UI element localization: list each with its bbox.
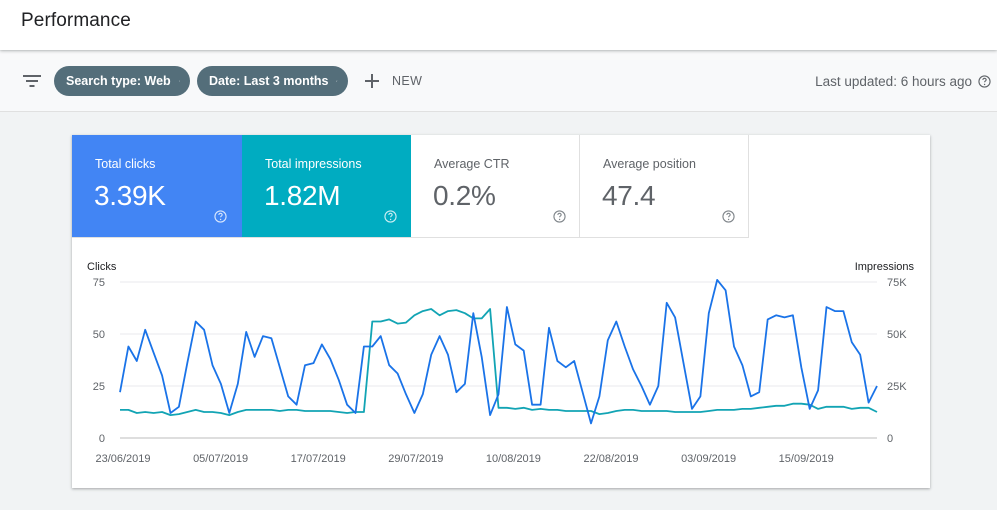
pencil-icon [336,80,338,82]
average-position-value: 47.4 [602,180,656,211]
date-tick-label: 23/06/2019 [95,453,150,465]
pencil-icon [178,80,180,82]
impressions-tick-label: 50K [887,329,907,341]
date-tick-label: 22/08/2019 [583,453,638,465]
total-clicks-card[interactable]: Total clicks 3.39K [72,135,242,238]
average-ctr-label: Average CTR [434,157,510,171]
date-tick-label: 10/08/2019 [486,453,541,465]
impressions-series-line [120,308,878,417]
date-range-chip[interactable]: Date: Last 3 months [197,66,348,96]
search-type-chip[interactable]: Search type: Web [54,66,190,96]
date-range-chip-label: Date: Last 3 months [209,74,329,88]
performance-card: Total clicks 3.39K Total impressions 1.8… [72,135,930,488]
chart-series [119,279,878,425]
average-position-label: Average position [603,157,696,171]
impressions-axis-ticks: 0 25K 50K 75K [887,277,907,445]
page-title: Performance [21,10,131,31]
help-icon[interactable] [978,74,991,88]
impressions-axis-title: Impressions [855,261,915,273]
impressions-tick-label: 25K [887,381,907,393]
help-icon[interactable] [722,210,735,223]
metrics-divider [72,237,411,238]
performance-chart: Clicks Impressions 0 25 50 75 0 25K 50K 75K 23… [87,261,915,465]
average-position-card[interactable]: Average position 47.4 [580,135,749,238]
date-tick-label: 17/07/2019 [291,453,346,465]
date-tick-label: 29/07/2019 [388,453,443,465]
clicks-tick-label: 50 [93,329,105,341]
clicks-tick-label: 75 [93,277,105,289]
toolbar: Search type: Web Date: Last 3 months NEW… [0,51,997,112]
help-icon[interactable] [384,210,397,223]
new-filter-button[interactable]: NEW [364,71,422,91]
total-impressions-label: Total impressions [265,157,362,171]
help-icon[interactable] [214,210,227,223]
last-updated: Last updated: 6 hours ago [815,71,991,91]
help-icon[interactable] [553,210,566,223]
clicks-axis-ticks: 0 25 50 75 [93,277,105,445]
total-clicks-label: Total clicks [95,157,156,171]
new-filter-label: NEW [392,74,423,88]
clicks-series-line [119,279,878,425]
total-impressions-card[interactable]: Total impressions 1.82M [242,135,411,238]
last-updated-text: Last updated: 6 hours ago [815,73,972,89]
header: Performance [0,0,997,50]
clicks-tick-label: 25 [93,381,105,393]
date-tick-label: 15/09/2019 [779,453,834,465]
date-tick-label: 03/09/2019 [681,453,736,465]
search-type-chip-label: Search type: Web [66,74,171,88]
clicks-tick-label: 0 [99,433,105,445]
total-clicks-value: 3.39K [94,180,166,211]
average-ctr-value: 0.2% [433,180,496,211]
average-ctr-card[interactable]: Average CTR 0.2% [411,135,580,238]
date-axis-ticks: 23/06/2019 05/07/2019 17/07/2019 29/07/2019… [95,453,833,465]
date-tick-label: 05/07/2019 [193,453,248,465]
impressions-tick-label: 0 [887,433,893,445]
impressions-tick-label: 75K [887,277,907,289]
plus-icon [365,74,379,88]
total-impressions-value: 1.82M [264,180,341,211]
filter-icon[interactable] [22,73,42,89]
clicks-axis-title: Clicks [87,261,117,273]
